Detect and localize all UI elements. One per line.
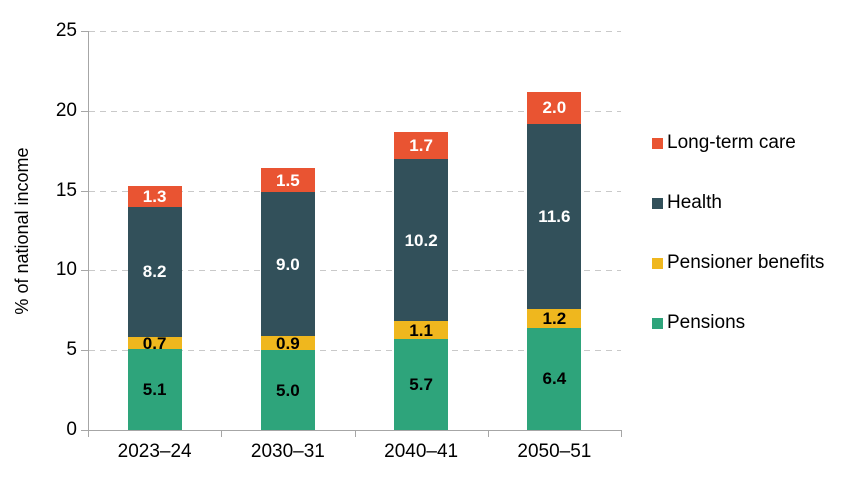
segment-pensions-2030-31: 5.0 xyxy=(260,350,315,430)
bar-value-label: 0.7 xyxy=(142,333,167,353)
bar-value-label: 8.2 xyxy=(142,262,167,282)
x-axis-line xyxy=(88,430,622,431)
segment-long-term-care-2030-31: 1.5 xyxy=(260,168,315,193)
legend-item-health: Health xyxy=(652,191,824,215)
x-tick-4 xyxy=(621,431,622,437)
y-axis-line xyxy=(88,31,89,431)
y-tick-5 xyxy=(81,350,88,352)
legend-swatch-long-term-care xyxy=(652,137,663,149)
bar-value-label: 11.6 xyxy=(538,206,571,226)
x-tick-2 xyxy=(354,431,356,437)
y-tick-20 xyxy=(81,110,88,112)
y-tick-label-0: 0 xyxy=(66,419,77,440)
segment-pensioner-benefits-2023-24: 0.7 xyxy=(127,335,182,352)
legend: Long-term care Health Pensioner benefits Pe… xyxy=(652,131,824,371)
legend-label-long-term-care: Long-term care xyxy=(667,132,796,153)
x-tick-1 xyxy=(221,431,223,437)
segment-health-2040-41: 10.2 xyxy=(394,158,449,322)
x-tick-0 xyxy=(88,431,89,437)
bar-value-label: 5.0 xyxy=(276,380,300,400)
x-tick-label-2040-41: 2040–41 xyxy=(384,441,459,462)
legend-swatch-pensions xyxy=(652,317,663,329)
segment-pensions-2023-24: 5.1 xyxy=(127,348,182,430)
y-tick-10 xyxy=(81,270,88,272)
segment-pensions-2040-41: 5.7 xyxy=(394,339,449,430)
y-tick-label-10: 10 xyxy=(55,259,77,281)
x-tick-label-2050-51: 2050–51 xyxy=(517,441,592,462)
y-tick-0 xyxy=(81,430,88,431)
y-tick-label-20: 20 xyxy=(55,99,77,121)
y-tick-label-5: 5 xyxy=(66,339,77,361)
bar-value-label: 10.2 xyxy=(404,230,438,250)
segment-long-term-care-2040-41: 1.7 xyxy=(394,131,449,159)
plot-area: 5.1 0.7 8.2 1.3 5.0 0.9 9.0 1.5 5.7 1.1 10.2 1.7 6.4… xyxy=(88,31,621,430)
gridline-25 xyxy=(89,31,621,32)
bar-value-label: 1.7 xyxy=(409,135,433,155)
bar-value-label: 2.0 xyxy=(542,98,567,118)
y-tick-15 xyxy=(81,190,88,192)
gridline-5 xyxy=(89,350,621,352)
legend-label-pensions: Pensions xyxy=(667,312,746,333)
bar-value-label: 9.0 xyxy=(276,254,300,274)
legend-item-pensioner-benefits: Pensioner benefits xyxy=(652,251,824,275)
x-tick-label-2023-24: 2023–24 xyxy=(117,441,192,462)
y-tick-label-15: 15 xyxy=(55,179,77,201)
bar-value-label: 1.1 xyxy=(409,320,433,340)
segment-health-2050-51: 11.6 xyxy=(527,123,582,309)
segment-pensioner-benefits-2040-41: 1.1 xyxy=(394,320,449,340)
bar-value-label: 1.5 xyxy=(276,170,300,190)
segment-pensions-2050-51: 6.4 xyxy=(527,327,582,430)
bar-value-label: 5.7 xyxy=(409,375,433,394)
segment-health-2023-24: 8.2 xyxy=(127,206,182,338)
x-tick-3 xyxy=(487,431,489,437)
gridline-20 xyxy=(89,110,621,112)
bar-value-label: 0.9 xyxy=(276,333,300,353)
segment-long-term-care-2050-51: 2.0 xyxy=(527,91,582,124)
legend-swatch-health xyxy=(652,197,663,209)
bar-value-label: 1.2 xyxy=(542,308,567,328)
y-tick-label-25: 25 xyxy=(55,20,77,41)
y-axis-title: % of national income xyxy=(12,147,32,315)
segment-health-2030-31: 9.0 xyxy=(260,192,315,336)
legend-label-pensioner-benefits: Pensioner benefits xyxy=(667,252,825,273)
x-tick-label-2030-31: 2030–31 xyxy=(250,441,325,462)
bar-value-label: 1.3 xyxy=(142,186,167,206)
bar-value-label: 6.4 xyxy=(542,369,567,389)
legend-label-health: Health xyxy=(667,192,722,213)
gridline-15 xyxy=(89,190,621,192)
bar-value-label: 5.1 xyxy=(142,379,167,399)
y-tick-25 xyxy=(81,31,88,32)
segment-pensioner-benefits-2050-51: 1.2 xyxy=(527,308,582,328)
segment-long-term-care-2023-24: 1.3 xyxy=(127,185,182,207)
segment-pensioner-benefits-2030-31: 0.9 xyxy=(260,333,315,353)
legend-item-pensions: Pensions xyxy=(652,311,824,335)
gridline-10 xyxy=(89,270,621,272)
legend-swatch-pensioner-benefits xyxy=(652,257,663,269)
legend-item-long-term-care: Long-term care xyxy=(652,131,824,155)
